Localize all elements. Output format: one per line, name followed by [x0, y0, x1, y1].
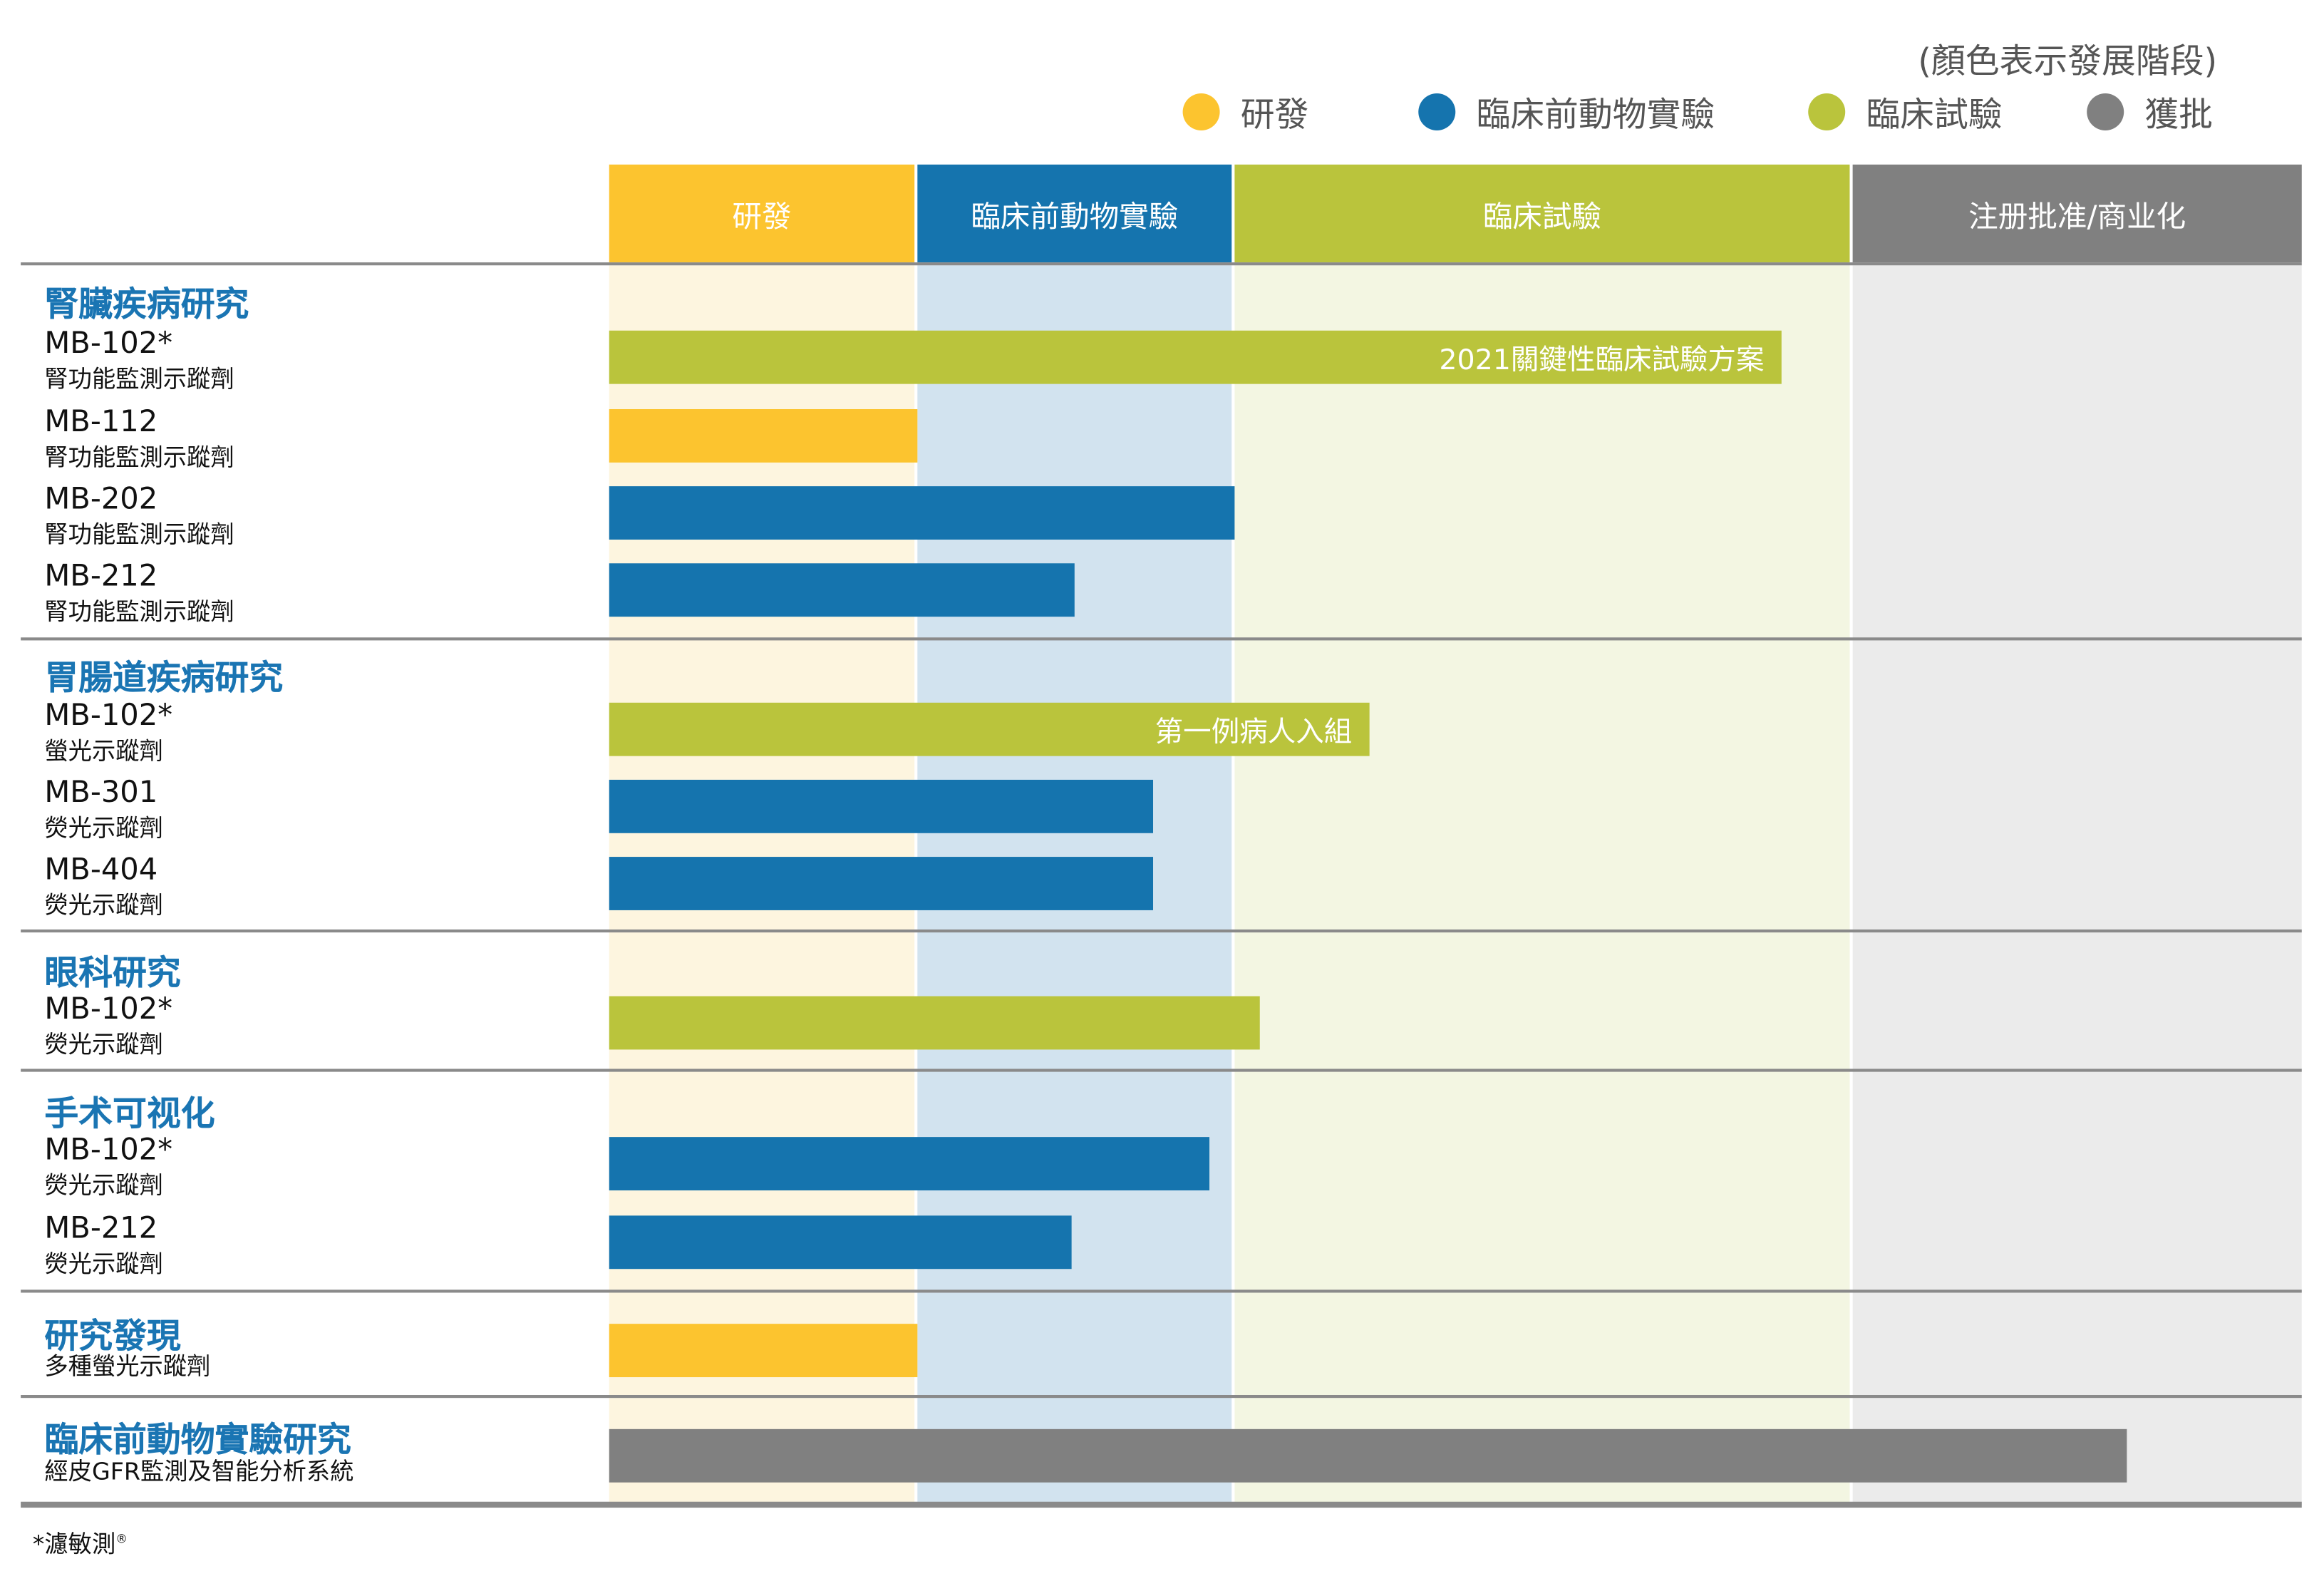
item-name: MB-102*: [44, 324, 173, 361]
legend-dot-icon: [1808, 92, 1846, 130]
item-description: 多種螢光示蹤劑: [44, 1351, 211, 1381]
progress-bar: [609, 1137, 1210, 1190]
progress-bar: [609, 996, 1259, 1050]
group-title: 眼科研究: [44, 954, 181, 994]
item-description: 經皮GFR監測及智能分析系統: [44, 1457, 354, 1486]
legend-label: 臨床前動物實驗: [1476, 96, 1715, 135]
header-divider: [21, 262, 2302, 266]
legend-note: (顏色表示發展階段): [1918, 43, 2218, 82]
item-description: 腎功能監測示蹤劑: [44, 364, 234, 393]
item-name: MB-112: [44, 403, 158, 439]
group-divider: [21, 1394, 2302, 1399]
progress-bar: [609, 779, 1154, 833]
legend-item: 臨床前動物實驗: [1418, 86, 1715, 137]
stage-header: 研發: [609, 164, 915, 263]
item-name: MB-102*: [44, 990, 173, 1026]
progress-bar: [609, 563, 1075, 617]
group-title: 手术可视化: [44, 1095, 215, 1134]
group-title: 臨床前動物實驗研究: [44, 1421, 351, 1461]
stage-column-background: [1234, 265, 1850, 1505]
footnote: *濾敏測®: [33, 1524, 128, 1560]
item-description: 螢光示蹤劑: [44, 736, 163, 766]
legend-item: 研發: [1182, 86, 1309, 137]
group-divider: [21, 1289, 2302, 1293]
item-name: MB-102*: [44, 696, 173, 733]
item-description: 熒光示蹤劑: [44, 813, 163, 843]
progress-bar: 2021關鍵性臨床試驗方案: [609, 330, 1782, 384]
legend-item: 臨床試驗: [1808, 86, 2003, 137]
item-description: 熒光示蹤劑: [44, 890, 163, 920]
item-description: 腎功能監測示蹤劑: [44, 443, 234, 472]
item-description: 腎功能監測示蹤劑: [44, 597, 234, 626]
item-name: MB-202: [44, 480, 158, 516]
stage-header: 臨床前動物實驗: [917, 164, 1232, 263]
legend-dot-icon: [2087, 92, 2124, 130]
progress-bar: [609, 1428, 2127, 1483]
legend-label: 研發: [1240, 96, 1309, 135]
legend-dot-icon: [1418, 92, 1456, 130]
item-name: MB-212: [44, 557, 158, 593]
stage-column-background: [1852, 265, 2302, 1505]
progress-bar: [609, 486, 1235, 540]
item-name: MB-102*: [44, 1131, 173, 1167]
item-name: MB-301: [44, 773, 158, 810]
registered-mark: ®: [115, 1532, 128, 1546]
group-divider: [21, 929, 2302, 933]
group-title: 腎臟疾病研究: [44, 286, 249, 325]
footnote-text: *濾敏測: [32, 1530, 116, 1558]
item-description: 腎功能監測示蹤劑: [44, 520, 234, 549]
item-description: 熒光示蹤劑: [44, 1170, 163, 1200]
bottom-divider: [21, 1501, 2302, 1508]
stage-header: 注册批准/商业化: [1852, 164, 2302, 263]
bar-label: 第一例病人入組: [1155, 715, 1353, 748]
item-description: 熒光示蹤劑: [44, 1030, 163, 1059]
item-description: 熒光示蹤劑: [44, 1250, 163, 1278]
legend-label: 獲批: [2144, 96, 2213, 135]
bar-label: 2021關鍵性臨床試驗方案: [1439, 343, 1765, 376]
item-name: MB-212: [44, 1210, 158, 1245]
progress-bar: 第一例病人入組: [609, 702, 1370, 756]
group-title: 胃腸道疾病研究: [44, 659, 284, 699]
progress-bar: [609, 1324, 918, 1378]
group-title: 研究發現: [44, 1317, 181, 1356]
group-divider: [21, 637, 2302, 641]
progress-bar: [609, 408, 918, 463]
legend-label: 臨床試驗: [1866, 96, 2003, 135]
legend-dot-icon: [1182, 92, 1220, 130]
item-name: MB-404: [44, 850, 158, 887]
legend-item: 獲批: [2087, 86, 2213, 137]
progress-bar: [609, 857, 1154, 910]
progress-bar: [609, 1215, 1072, 1270]
stage-header: 臨床試驗: [1234, 164, 1850, 263]
group-divider: [21, 1069, 2302, 1072]
